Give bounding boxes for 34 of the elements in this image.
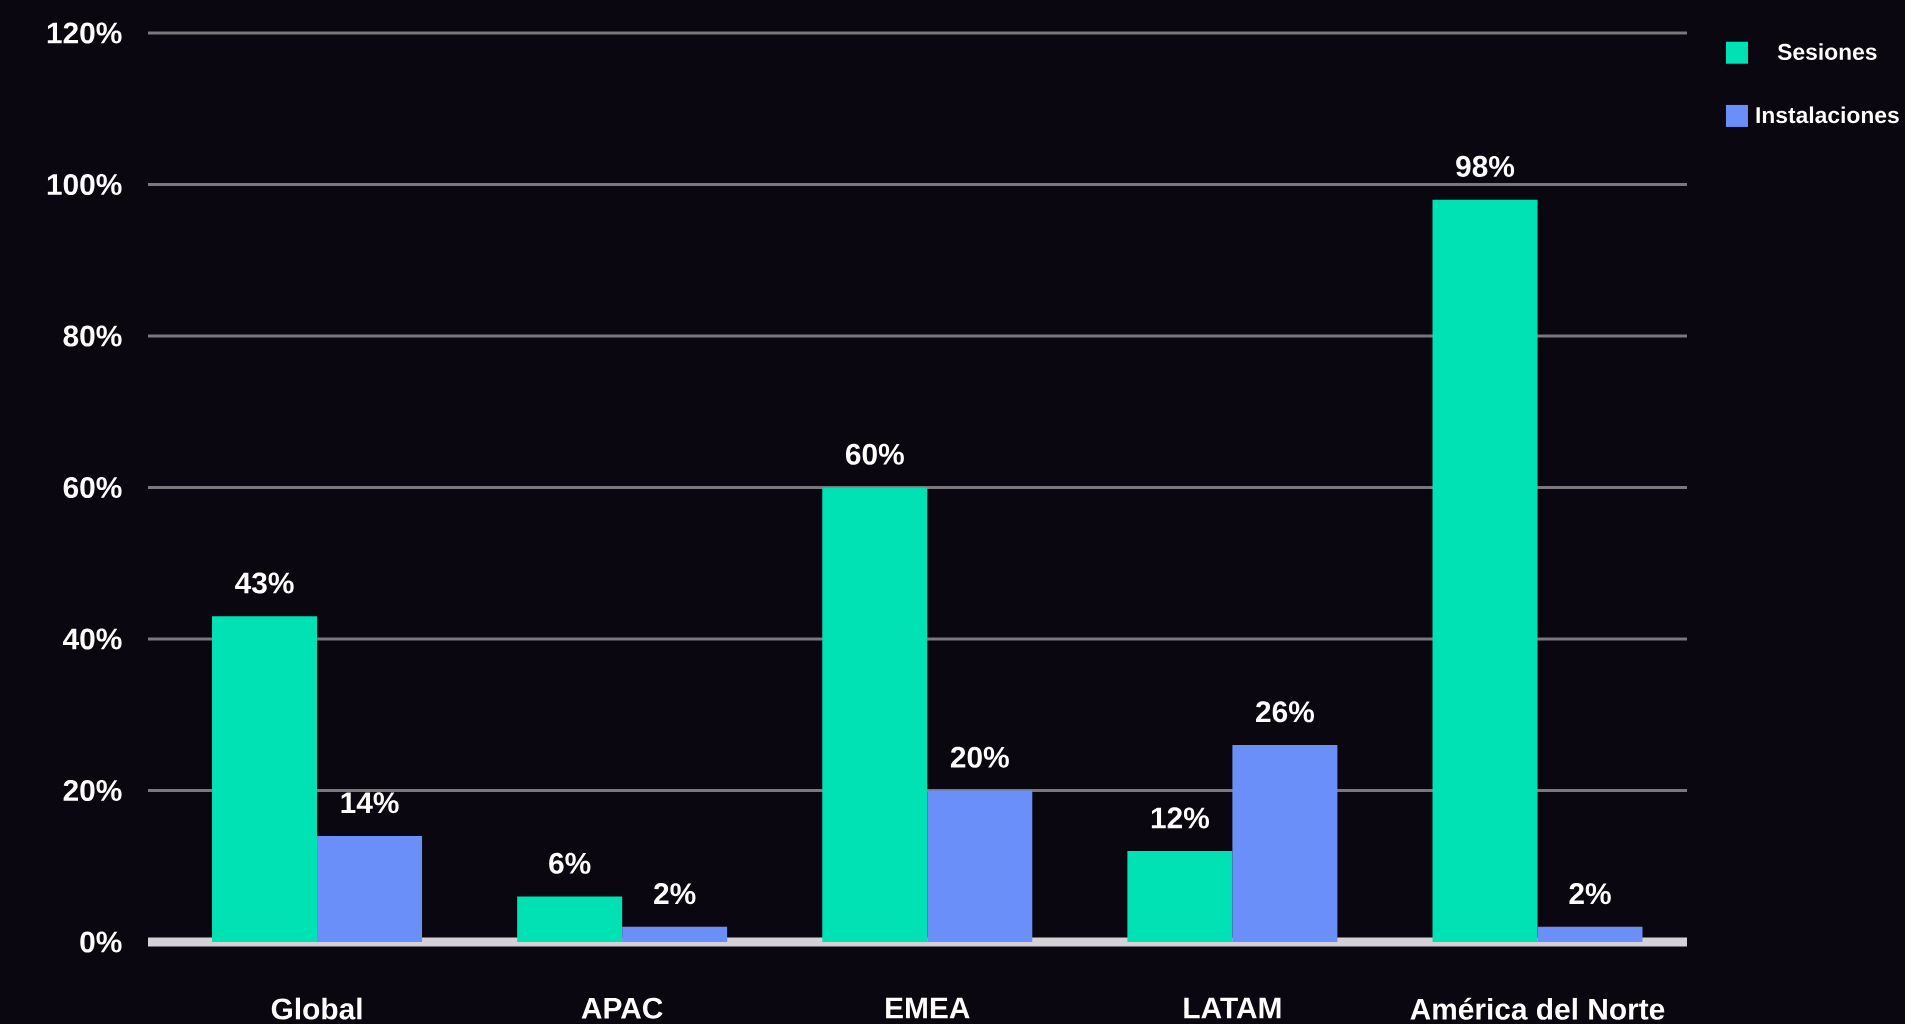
legend-label: Sesiones bbox=[1777, 43, 1877, 60]
y-tick-label: 40% bbox=[62, 628, 122, 650]
bar bbox=[1432, 199, 1538, 942]
y-tick-label: 80% bbox=[63, 325, 122, 347]
bar bbox=[927, 790, 1033, 942]
y-tick-label: 120% bbox=[47, 22, 122, 44]
bar bbox=[517, 896, 623, 942]
data-label: 43% bbox=[235, 572, 294, 594]
bar bbox=[622, 926, 728, 942]
x-tick-label: LATAM bbox=[1184, 997, 1281, 1019]
bar bbox=[317, 835, 423, 942]
bar bbox=[1127, 851, 1233, 942]
data-label: 60% bbox=[845, 443, 904, 465]
y-tick-label: 100% bbox=[47, 173, 122, 196]
bar bbox=[1537, 926, 1643, 942]
data-label: 2% bbox=[654, 883, 696, 905]
data-label: 14% bbox=[341, 792, 399, 814]
x-tick-label: EMEA bbox=[886, 997, 970, 1019]
bar bbox=[212, 616, 318, 942]
y-tick-label: 0% bbox=[80, 931, 122, 953]
x-tick-label: Global bbox=[271, 997, 362, 1020]
data-label: 12% bbox=[1151, 807, 1209, 829]
legend-label: Instalaciones bbox=[1756, 106, 1899, 124]
data-label: 6% bbox=[549, 852, 591, 874]
y-tick-label: 20% bbox=[63, 779, 122, 802]
data-label: 2% bbox=[1569, 883, 1611, 905]
bar bbox=[822, 487, 928, 942]
data-label: 26% bbox=[1256, 701, 1314, 723]
data-label: 20% bbox=[950, 746, 1009, 768]
bar bbox=[1232, 745, 1338, 942]
data-label: 98% bbox=[1456, 155, 1515, 177]
x-tick-label: APAC bbox=[581, 997, 663, 1019]
x-tick-label: América del Norte bbox=[1410, 997, 1665, 1020]
y-tick-label: 60% bbox=[63, 476, 122, 499]
